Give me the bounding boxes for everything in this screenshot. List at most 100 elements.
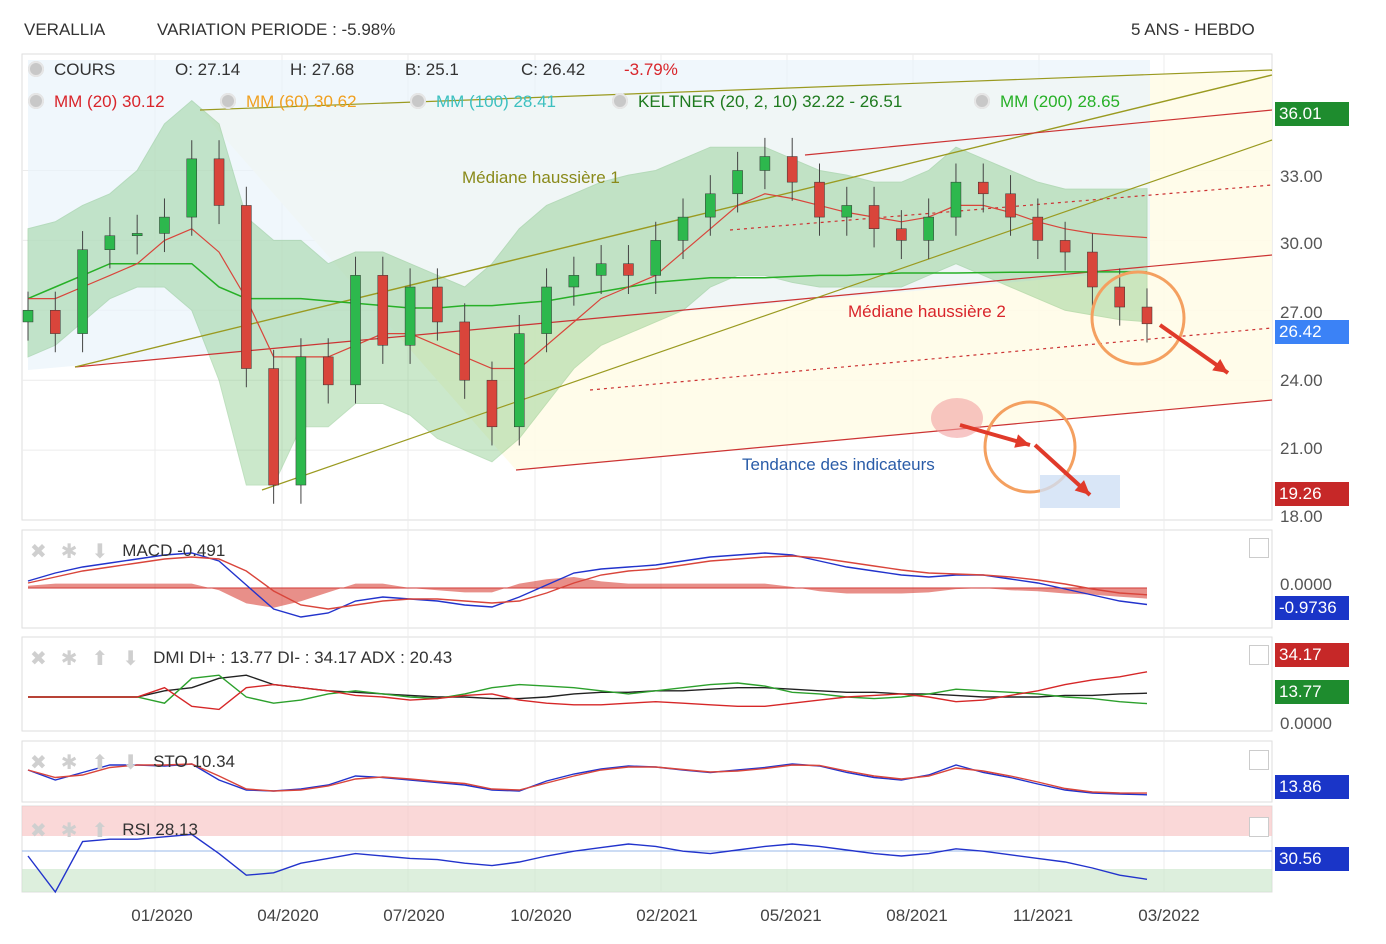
- panel-frame: [21, 529, 1273, 629]
- keltner-high-tag: 36.01: [1275, 102, 1349, 126]
- candle: [786, 156, 798, 183]
- candle: [841, 205, 853, 218]
- price-tick: 27.00: [1280, 303, 1323, 322]
- arrow-up-icon[interactable]: ⬆: [91, 820, 109, 842]
- candle: [923, 216, 934, 241]
- price-tick: 30.00: [1280, 234, 1323, 253]
- close-icon[interactable]: ✖: [30, 752, 47, 774]
- tendance-indicateurs-label: Tendance des indicateurs: [742, 455, 935, 474]
- candle: [459, 321, 470, 381]
- low-value: B: 25.1: [405, 60, 459, 79]
- candle: [50, 310, 61, 334]
- cours-legend: COURS: [28, 60, 115, 80]
- arrow-down-icon[interactable]: ⬇: [122, 752, 140, 774]
- keltner-legend: KELTNER (20, 2, 10) 32.22 - 26.51: [612, 92, 902, 112]
- arrow-up-icon[interactable]: ⬆: [91, 648, 109, 670]
- candle: [1032, 216, 1044, 241]
- pitchfork-lower: [261, 139, 1273, 491]
- rsi-tag: 30.56: [1275, 847, 1349, 871]
- mm20-legend: MM (20) 30.12: [28, 92, 165, 112]
- gear-icon[interactable]: ✱: [60, 820, 78, 842]
- gear-icon[interactable]: [28, 93, 44, 109]
- candle: [241, 205, 252, 369]
- sto-label: STO: [153, 752, 188, 771]
- trend-line-high: [804, 109, 1273, 156]
- arrow-down-icon[interactable]: ⬇: [122, 648, 140, 670]
- dmi-checkbox[interactable]: [1249, 645, 1269, 665]
- highlight-circle: [983, 400, 1077, 494]
- rsi-line: [27, 833, 1148, 894]
- median-line-1: [74, 74, 1273, 368]
- price-tick: 21.00: [1280, 439, 1323, 458]
- x-tick-label: 07/2020: [383, 906, 445, 925]
- x-tick-label: 04/2020: [257, 906, 319, 925]
- sto-checkbox[interactable]: [1249, 750, 1269, 770]
- change-value: -3.79%: [624, 60, 678, 79]
- dmi-label: DMI: [153, 648, 185, 667]
- arrow-down-icon[interactable]: ⬇: [91, 541, 109, 563]
- gear-icon[interactable]: ✱: [60, 752, 78, 774]
- high-value: H: 27.68: [290, 60, 355, 79]
- close-icon[interactable]: ✖: [30, 820, 47, 842]
- rsi-checkbox[interactable]: [1249, 817, 1269, 837]
- macd-legend: ✖ ✱ ⬇ MACD -0.491: [30, 539, 225, 564]
- candle: [295, 356, 307, 486]
- candle: [977, 181, 989, 195]
- mediane-haussiere-1-label: Médiane haussière 1: [462, 168, 620, 187]
- gear-icon[interactable]: [28, 61, 44, 77]
- gear-icon[interactable]: ✱: [60, 541, 78, 563]
- macd-checkbox[interactable]: [1249, 538, 1269, 558]
- stoch-k-line: [27, 763, 1148, 796]
- close-icon[interactable]: ✖: [30, 541, 47, 563]
- gear-icon[interactable]: [410, 93, 426, 109]
- x-tick-label: 05/2021: [760, 906, 822, 925]
- period-label[interactable]: 5 ANS - HEBDO: [1131, 20, 1255, 39]
- close-icon[interactable]: ✖: [30, 648, 47, 670]
- mm60-label: MM (60) 30.62: [246, 92, 357, 111]
- arrow-head: [1014, 434, 1030, 448]
- candle: [868, 205, 880, 229]
- panel-frame: [21, 740, 1273, 803]
- candle: [77, 249, 88, 334]
- candle: [595, 263, 607, 276]
- x-tick-label: 08/2021: [886, 906, 948, 925]
- highlight-circle: [1090, 270, 1186, 366]
- price-tick: 24.00: [1280, 371, 1323, 390]
- candle: [322, 356, 334, 386]
- rsi-legend: ✖ ✱ ⬆ RSI 28.13: [30, 818, 198, 843]
- open-value: O: 27.14: [175, 60, 241, 79]
- arrow-head: [1074, 480, 1090, 495]
- price-tick: 33.00: [1280, 167, 1323, 186]
- price-tick: 18.00: [1280, 507, 1323, 526]
- candle: [22, 310, 34, 323]
- gear-icon[interactable]: [220, 93, 236, 109]
- median-line-2: [74, 254, 1273, 368]
- candle: [896, 228, 907, 241]
- macd-label: MACD: [122, 541, 173, 560]
- arrow-up-icon[interactable]: ⬆: [91, 752, 109, 774]
- last-price-tag: 26.42: [1275, 320, 1349, 344]
- x-tick-label: 01/2020: [131, 906, 193, 925]
- candle: [104, 235, 116, 250]
- candle: [1141, 306, 1153, 325]
- candle: [514, 333, 525, 428]
- candle: [759, 156, 771, 171]
- candle: [186, 158, 198, 218]
- candle: [131, 233, 143, 236]
- candle: [623, 263, 634, 276]
- gear-icon[interactable]: [612, 93, 628, 109]
- mm200-label: MM (200) 28.65: [1000, 92, 1120, 111]
- dmi-value: DI+ : 13.77 DI- : 34.17 ADX : 20.43: [188, 648, 453, 667]
- mm100-label: MM (100) 28.41: [436, 92, 556, 111]
- di-minus-line: [28, 671, 1148, 711]
- gear-icon[interactable]: ✱: [60, 648, 78, 670]
- mm20-label: MM (20) 30.12: [54, 92, 165, 111]
- mm200-legend: MM (200) 28.65: [974, 92, 1120, 112]
- candle: [377, 275, 389, 346]
- candle: [486, 379, 498, 428]
- gear-icon[interactable]: [974, 93, 990, 109]
- candle: [432, 286, 443, 323]
- candle: [350, 275, 361, 386]
- cours-label: COURS: [54, 60, 116, 79]
